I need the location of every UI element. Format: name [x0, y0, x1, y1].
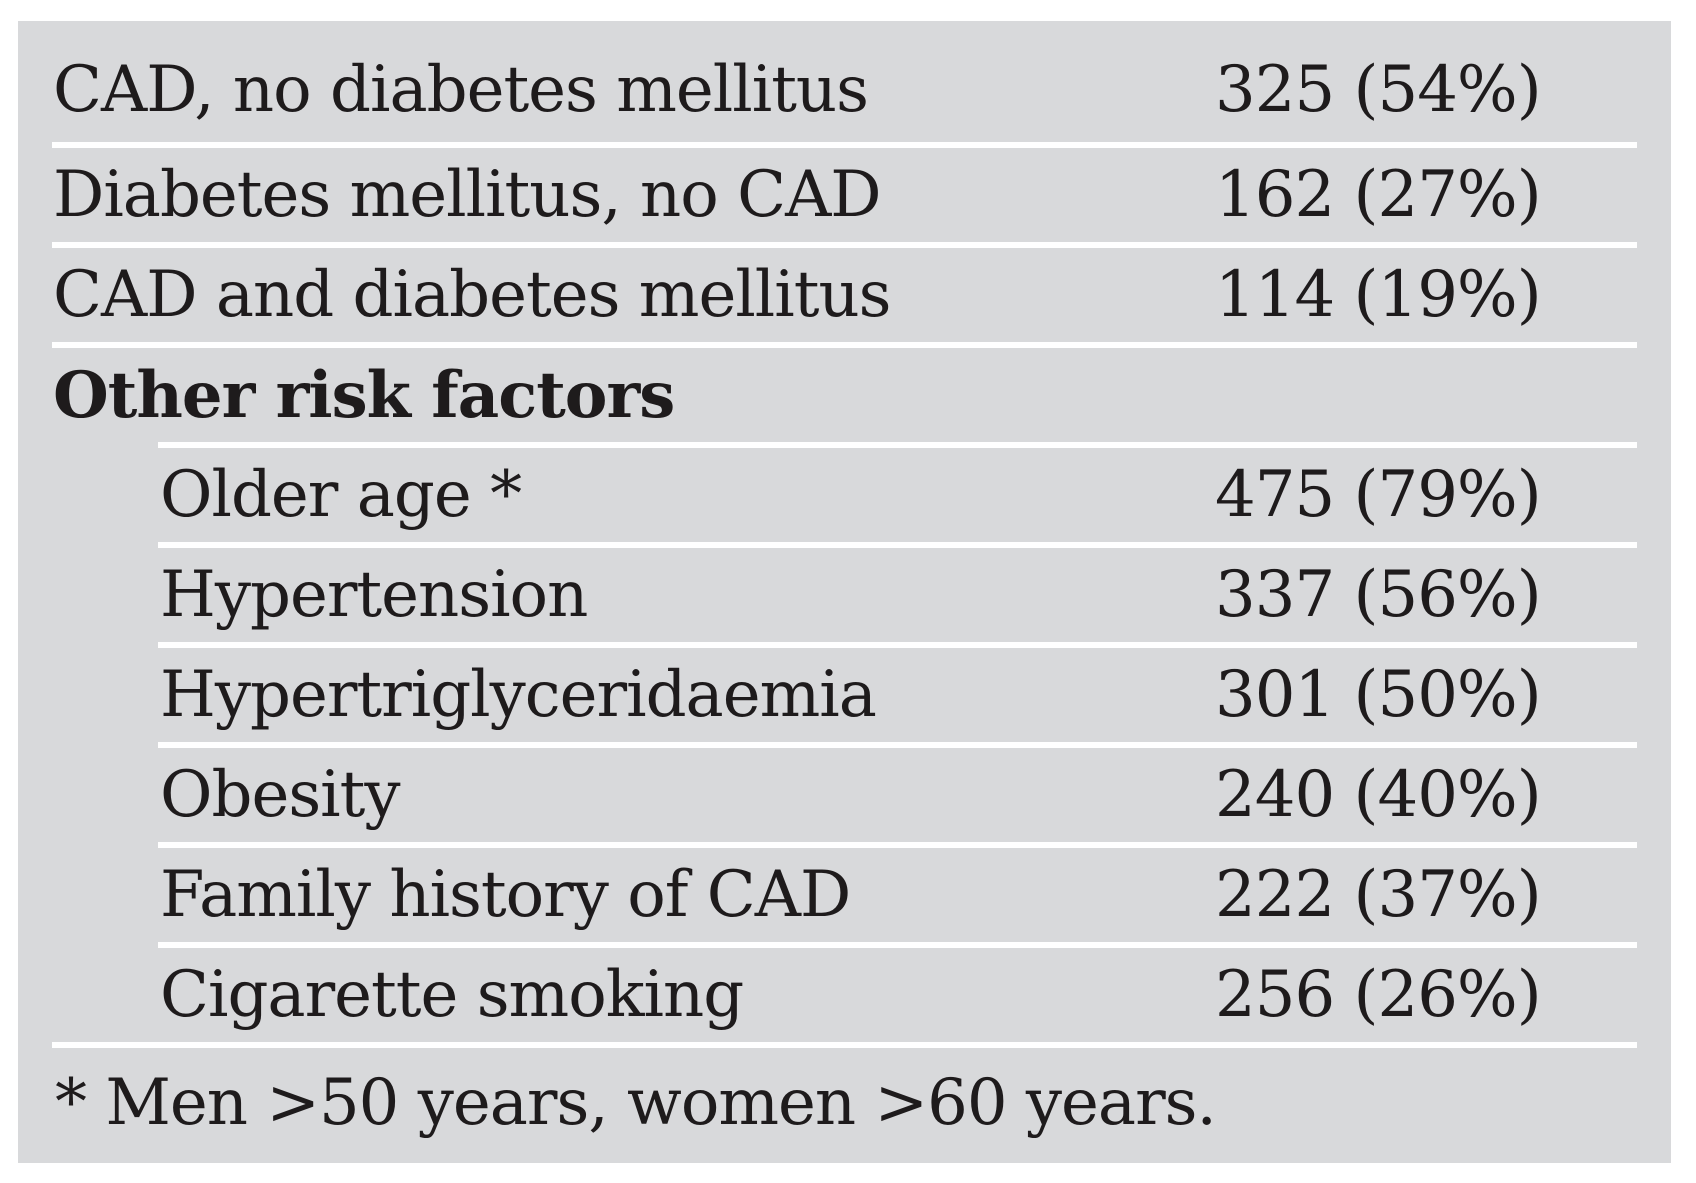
row-label: CAD and diabetes mellitus [53, 258, 891, 332]
table-row: Cigarette smoking 256 (26%) [18, 948, 1671, 1042]
table-row: CAD, no diabetes mellitus 325 (54%) [18, 21, 1671, 142]
row-separator [158, 742, 1637, 748]
row-value: 240 (40%) [1215, 758, 1542, 832]
footnote-separator [52, 1042, 1637, 1048]
table-row: Diabetes mellitus, no CAD 162 (27%) [18, 148, 1671, 242]
table-row: Hypertension 337 (56%) [18, 548, 1671, 642]
row-value: 337 (56%) [1215, 558, 1542, 632]
risk-factor-table: CAD, no diabetes mellitus 325 (54%) Diab… [18, 21, 1671, 1042]
row-separator [52, 342, 1637, 348]
row-separator [158, 642, 1637, 648]
table-row: Older age * 475 (79%) [18, 448, 1671, 542]
row-value: 256 (26%) [1215, 958, 1542, 1032]
row-label: Family history of CAD [160, 858, 851, 932]
row-value: 301 (50%) [1215, 658, 1542, 732]
row-label: Diabetes mellitus, no CAD [53, 158, 882, 232]
risk-factor-table-panel: CAD, no diabetes mellitus 325 (54%) Diab… [18, 21, 1671, 1163]
row-value: 162 (27%) [1215, 158, 1542, 232]
row-value: 325 (54%) [1215, 52, 1542, 127]
table-row: Family history of CAD 222 (37%) [18, 848, 1671, 942]
row-separator [158, 942, 1637, 948]
row-separator [52, 242, 1637, 248]
row-value: 114 (19%) [1215, 258, 1542, 332]
table-row: Obesity 240 (40%) [18, 748, 1671, 842]
row-value: 222 (37%) [1215, 858, 1542, 932]
row-separator [158, 842, 1637, 848]
row-label: Other risk factors [53, 357, 675, 433]
row-label: Older age * [160, 458, 522, 532]
row-value: 475 (79%) [1215, 458, 1542, 532]
row-separator [158, 542, 1637, 548]
row-label: CAD, no diabetes mellitus [53, 52, 869, 127]
table-footnote: * Men >50 years, women >60 years. [55, 1065, 1217, 1140]
row-separator [158, 442, 1637, 448]
table-row: Other risk factors [18, 348, 1671, 442]
row-label: Cigarette smoking [160, 958, 744, 1032]
row-label: Hypertension [160, 558, 588, 632]
table-row: CAD and diabetes mellitus 114 (19%) [18, 248, 1671, 342]
row-separator [52, 142, 1637, 148]
row-label: Obesity [160, 758, 400, 832]
row-label: Hypertriglyceridaemia [160, 658, 877, 732]
table-row: Hypertriglyceridaemia 301 (50%) [18, 648, 1671, 742]
